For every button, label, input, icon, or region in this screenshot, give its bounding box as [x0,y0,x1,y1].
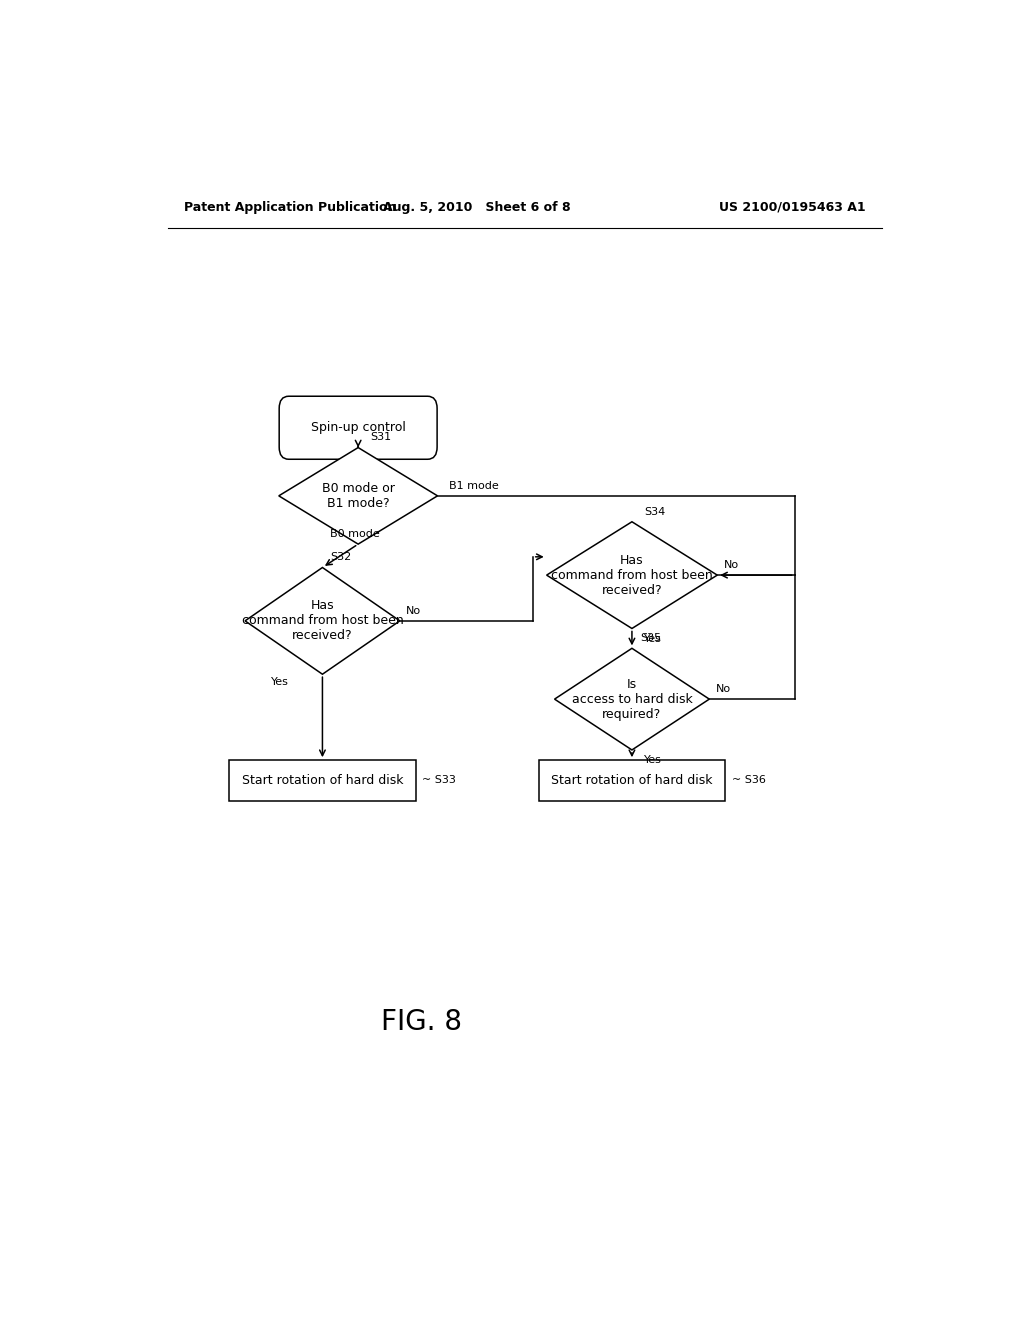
Text: ~ S33: ~ S33 [422,775,456,785]
Text: S32: S32 [331,552,351,562]
Text: B0 mode: B0 mode [331,529,380,539]
Polygon shape [555,648,710,750]
Text: ~ S36: ~ S36 [731,775,765,785]
Polygon shape [279,447,437,544]
Text: S35: S35 [640,634,662,643]
Text: Start rotation of hard disk: Start rotation of hard disk [551,774,713,787]
Text: S31: S31 [370,433,391,442]
Text: No: No [407,606,421,615]
Text: Spin-up control: Spin-up control [310,421,406,434]
Bar [229,760,416,801]
Text: B0 mode or
B1 mode?: B0 mode or B1 mode? [322,482,394,510]
Text: No: No [724,560,738,570]
Polygon shape [245,568,399,675]
Text: Aug. 5, 2010   Sheet 6 of 8: Aug. 5, 2010 Sheet 6 of 8 [383,201,571,214]
Text: Has
command from host been
received?: Has command from host been received? [242,599,403,643]
Text: Has
command from host been
received?: Has command from host been received? [551,553,713,597]
Text: Yes: Yes [644,634,662,644]
Text: Yes: Yes [644,755,662,766]
Polygon shape [547,521,717,628]
Text: No: No [716,684,731,694]
Text: FIG. 8: FIG. 8 [381,1008,462,1036]
Text: Start rotation of hard disk: Start rotation of hard disk [242,774,403,787]
Text: US 2100/0195463 A1: US 2100/0195463 A1 [720,201,866,214]
Text: B1 mode: B1 mode [450,480,499,491]
Bar [539,760,725,801]
FancyBboxPatch shape [280,396,437,459]
Text: Yes: Yes [270,677,289,688]
Text: S34: S34 [644,507,666,516]
Text: Is
access to hard disk
required?: Is access to hard disk required? [571,677,692,721]
Text: Patent Application Publication: Patent Application Publication [183,201,396,214]
